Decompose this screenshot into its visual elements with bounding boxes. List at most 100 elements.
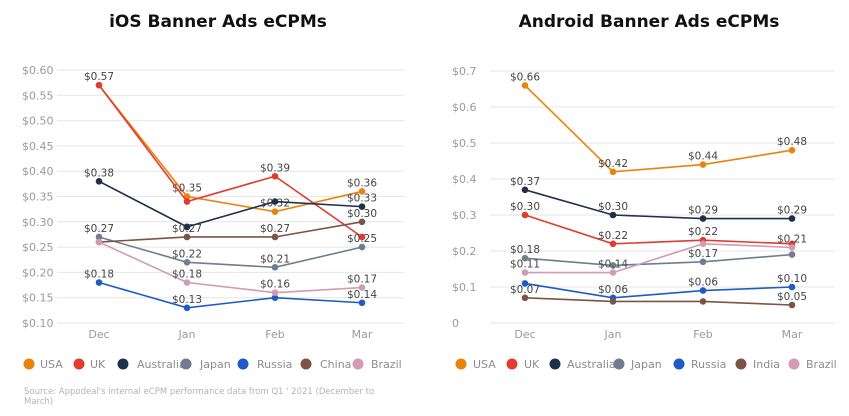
data-label: $0.18	[510, 244, 540, 256]
legend-swatch	[117, 358, 129, 370]
data-point	[788, 251, 796, 258]
legend-swatch	[237, 358, 249, 370]
data-label: $0.38	[84, 167, 114, 179]
data-label: $0.36	[347, 177, 377, 189]
data-point	[521, 211, 529, 219]
data-label: $0.57	[84, 71, 114, 83]
legend-label: China	[320, 358, 351, 371]
data-label: $0.29	[777, 205, 807, 217]
legend-swatch	[735, 358, 747, 370]
data-point	[699, 240, 707, 248]
legend-swatch	[673, 358, 685, 370]
legend-item-india: India	[735, 358, 780, 371]
data-point	[521, 186, 529, 194]
data-label: $0.33	[347, 193, 377, 205]
data-label: $0.18	[172, 269, 202, 281]
legend-label: USA	[473, 358, 496, 371]
series-line	[98, 221, 363, 243]
series-russia: $0.18 $0.13 $0.14	[84, 269, 377, 312]
data-point	[358, 243, 366, 251]
chart-ios: iOS Banner Ads eCPMs $0.10 $0.15 $0.20 $0.25…	[22, 12, 404, 371]
data-label: $0.06	[598, 284, 628, 296]
data-label: $0.11	[510, 259, 540, 271]
data-point	[788, 146, 796, 154]
data-label: $0.30	[598, 201, 628, 213]
legend-label: Brazil	[806, 358, 837, 371]
x-tick-label: Dec	[514, 328, 535, 341]
data-label: $0.17	[688, 248, 718, 260]
legend-item-australia: Australia	[549, 358, 616, 371]
legend-item-usa: USA	[455, 358, 496, 371]
series-usa: $0.66 $0.42 $0.44 $0.48	[510, 71, 807, 176]
data-point	[609, 240, 617, 248]
legend-item-japan: Japan	[180, 358, 231, 371]
series-line	[98, 281, 363, 309]
legend-label: USA	[40, 358, 63, 371]
series-line	[524, 297, 793, 306]
legend-label: Japan	[199, 358, 231, 371]
data-label: $0.21	[777, 233, 807, 245]
legend-swatch	[549, 358, 561, 370]
data-point	[95, 178, 103, 185]
series-line	[524, 189, 792, 220]
legend-swatch	[180, 358, 192, 370]
data-label: $0.14	[347, 289, 377, 301]
chart-android: Android Banner Ads eCPMs 0 $0.1 $0.2 $0.3 $0.…	[452, 12, 837, 371]
series-line	[98, 241, 363, 294]
series-line	[524, 253, 793, 267]
data-label: $0.30	[510, 201, 540, 213]
legend-item-china: China	[300, 358, 351, 371]
y-tick-label: $0.2	[452, 245, 477, 258]
data-point	[521, 294, 529, 302]
y-tick-label: $0.5	[452, 137, 477, 150]
data-label: $0.66	[510, 71, 540, 83]
data-point	[183, 223, 191, 231]
legend-item-uk: UK	[73, 358, 106, 371]
source-note: Source: Appodeal's internal eCPM perform…	[24, 387, 375, 407]
data-point	[358, 203, 366, 210]
data-label: $0.21	[260, 253, 290, 265]
legend-label: Russia	[257, 358, 292, 371]
series-brazil: $0.18 $0.16 $0.17	[95, 238, 377, 296]
legend-swatch	[300, 358, 312, 370]
y-tick-label: $0.4	[452, 173, 477, 186]
data-point	[95, 233, 103, 241]
data-point	[788, 301, 796, 309]
data-point	[183, 279, 191, 286]
data-label: $0.30	[347, 208, 377, 220]
data-label: $0.25	[347, 233, 377, 245]
series-uk: $0.30 $0.22 $0.22	[510, 201, 796, 248]
legend-swatch	[73, 358, 85, 370]
data-point	[358, 233, 366, 241]
legend-label: UK	[90, 358, 106, 371]
data-point	[699, 258, 707, 266]
legend-item-russia: Russia	[237, 358, 292, 371]
data-label: $0.27	[260, 223, 290, 235]
data-label: $0.44	[688, 151, 718, 163]
y-tick-label: $0.30	[22, 216, 54, 229]
legend-item-russia: Russia	[673, 358, 726, 371]
data-point	[699, 161, 707, 168]
data-label: $0.18	[84, 269, 114, 281]
series-usa: $0.57$0.35$0.32$0.36	[84, 71, 377, 215]
data-label: $0.29	[688, 205, 718, 217]
series-line	[98, 84, 363, 213]
series-china: $0.27 $0.27 $0.30	[95, 208, 377, 246]
chart-title: iOS Banner Ads eCPMs	[109, 12, 327, 32]
data-point	[183, 258, 191, 266]
data-point	[358, 299, 366, 307]
series-russia: $0.06 $0.06 $0.10	[521, 273, 807, 302]
series-uk: $0.39	[95, 81, 366, 241]
data-label: $0.42	[598, 158, 628, 170]
data-point	[271, 172, 279, 180]
legend-item-uk: UK	[506, 358, 540, 371]
data-label: $0.22	[172, 248, 202, 260]
legend-item-japan: Japan	[613, 358, 662, 371]
data-label: $0.17	[347, 274, 377, 286]
y-tick-label: $0.25	[22, 241, 54, 254]
legend-label: Russia	[691, 358, 726, 371]
y-tick-label: $0.50	[22, 115, 54, 128]
y-tick-label: $0.6	[452, 101, 477, 114]
series-line	[524, 214, 793, 245]
x-tick-label: Mar	[352, 328, 373, 341]
